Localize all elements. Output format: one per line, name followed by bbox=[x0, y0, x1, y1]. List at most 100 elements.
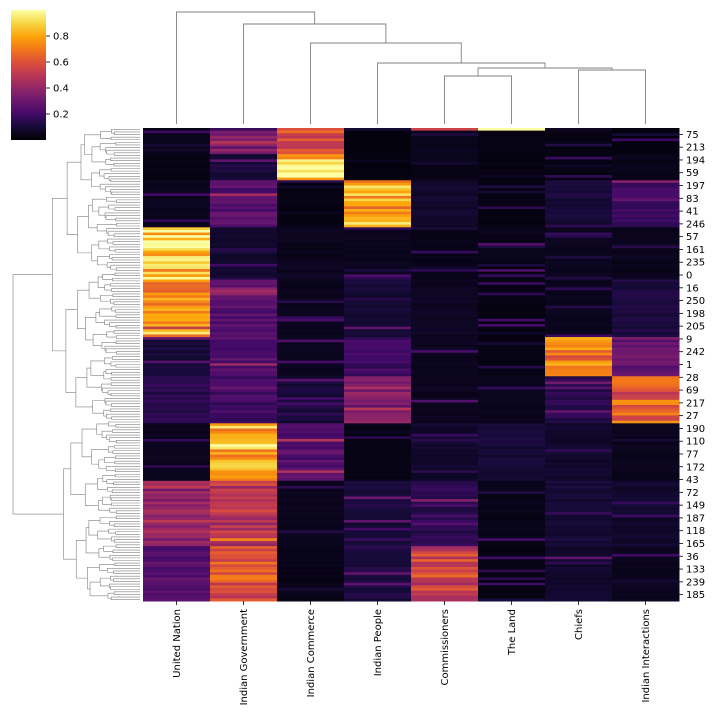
heatmap-cell bbox=[411, 253, 479, 257]
heatmap-cell bbox=[344, 256, 412, 260]
heatmap-cell bbox=[411, 580, 479, 584]
heatmap-cell bbox=[545, 418, 613, 422]
heatmap-cell bbox=[545, 310, 613, 315]
heatmap-cell bbox=[411, 525, 479, 529]
heatmap-cell bbox=[143, 258, 211, 262]
heatmap-cell bbox=[612, 130, 680, 134]
dendrogram-link bbox=[113, 570, 140, 574]
dendrogram-link bbox=[108, 176, 140, 181]
heatmap-cell bbox=[143, 245, 211, 249]
heatmap-cell bbox=[277, 193, 345, 197]
heatmap-cell bbox=[143, 242, 211, 247]
column-tick-label: The Land bbox=[507, 609, 518, 656]
heatmap-cell bbox=[545, 303, 613, 307]
heatmap-cell bbox=[344, 559, 412, 563]
dendrogram-link bbox=[99, 308, 116, 317]
heatmap-cell bbox=[344, 342, 412, 346]
heatmap-cell bbox=[411, 141, 479, 145]
heatmap-cell bbox=[478, 454, 546, 458]
heatmap-cell bbox=[143, 355, 211, 359]
heatmap-cell bbox=[545, 203, 613, 207]
heatmap-cell bbox=[143, 154, 211, 158]
heatmap-cell bbox=[277, 271, 345, 275]
heatmap-cell bbox=[210, 457, 278, 461]
dendrogram-link bbox=[106, 331, 117, 338]
heatmap-cell bbox=[411, 423, 479, 427]
heatmap-cell bbox=[612, 590, 680, 594]
heatmap-cell bbox=[210, 355, 278, 359]
heatmap-cell bbox=[210, 138, 278, 142]
heatmap-cell bbox=[143, 402, 211, 406]
heatmap-cell bbox=[277, 274, 345, 278]
heatmap-cell bbox=[344, 444, 412, 448]
heatmap-cell bbox=[277, 321, 345, 325]
heatmap-cell bbox=[210, 195, 278, 200]
heatmap-cell bbox=[612, 308, 680, 312]
heatmap-cell bbox=[411, 415, 479, 419]
heatmap-cell bbox=[545, 146, 613, 150]
heatmap-cell bbox=[344, 504, 412, 508]
heatmap-cell bbox=[344, 402, 412, 406]
dendrogram-link bbox=[97, 276, 105, 288]
heatmap-cell bbox=[411, 467, 479, 471]
heatmap-cell bbox=[545, 546, 613, 550]
heatmap-cell bbox=[612, 310, 680, 315]
heatmap-cell bbox=[411, 378, 479, 382]
heatmap-cell bbox=[411, 569, 479, 573]
heatmap-cell bbox=[411, 418, 479, 422]
row-tick-label: 149 bbox=[686, 501, 705, 512]
heatmap-cell bbox=[478, 582, 546, 586]
heatmap-cell bbox=[277, 128, 345, 132]
heatmap-cell bbox=[478, 509, 546, 513]
heatmap-cell bbox=[344, 222, 412, 226]
heatmap-cell bbox=[545, 431, 613, 435]
heatmap-cell bbox=[478, 250, 546, 254]
heatmap-cell bbox=[478, 182, 546, 186]
heatmap-cell bbox=[612, 282, 680, 286]
heatmap-cell bbox=[344, 154, 412, 158]
row-tick-label: 205 bbox=[686, 322, 705, 333]
heatmap-cell bbox=[210, 323, 278, 328]
heatmap-cell bbox=[344, 365, 412, 369]
heatmap-cell bbox=[545, 133, 613, 137]
heatmap-cell bbox=[612, 222, 680, 226]
heatmap-cell bbox=[210, 512, 278, 516]
heatmap-cell bbox=[277, 459, 345, 463]
heatmap-cell bbox=[478, 297, 546, 301]
heatmap-cell bbox=[478, 310, 546, 315]
heatmap-cell bbox=[612, 462, 680, 466]
heatmap-cell bbox=[612, 493, 680, 497]
heatmap-cell bbox=[478, 483, 546, 487]
dendrogram-link bbox=[105, 466, 140, 471]
heatmap-cell bbox=[344, 308, 412, 312]
heatmap-cell bbox=[344, 475, 412, 479]
heatmap-cell bbox=[344, 177, 412, 181]
dendrogram-link bbox=[113, 591, 140, 595]
heatmap-cell bbox=[277, 161, 345, 166]
heatmap-cell bbox=[143, 572, 211, 576]
heatmap-cell bbox=[277, 175, 345, 179]
heatmap-cell bbox=[143, 274, 211, 278]
heatmap-cell bbox=[143, 339, 211, 343]
heatmap-cell bbox=[411, 551, 479, 555]
heatmap-cell bbox=[545, 506, 613, 511]
dendrogram-link bbox=[98, 240, 110, 250]
heatmap-cell bbox=[210, 232, 278, 236]
heatmap-cell bbox=[545, 250, 613, 254]
heatmap-cell bbox=[344, 138, 412, 142]
heatmap-cell bbox=[143, 326, 211, 330]
dendrogram-link bbox=[110, 596, 140, 600]
heatmap-cell bbox=[478, 295, 546, 299]
heatmap-cell bbox=[612, 355, 680, 359]
heatmap-cell bbox=[411, 287, 479, 291]
heatmap-cell bbox=[210, 368, 278, 372]
dendrogram-link bbox=[115, 424, 140, 428]
heatmap-cell bbox=[344, 368, 412, 372]
heatmap-cell bbox=[411, 334, 479, 338]
heatmap-cell bbox=[478, 543, 546, 547]
dendrogram-link bbox=[115, 515, 140, 519]
heatmap-cell bbox=[612, 449, 680, 453]
heatmap-cell bbox=[210, 141, 278, 145]
heatmap-cell bbox=[143, 407, 211, 411]
row-dendrogram bbox=[12, 129, 140, 600]
